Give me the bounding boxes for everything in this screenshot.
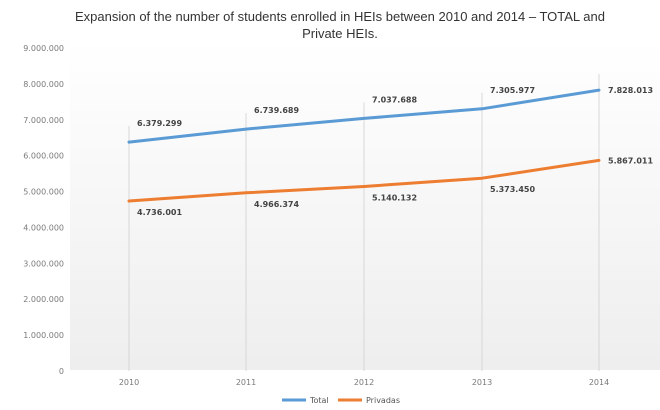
- series-line-privadas: [127, 158, 601, 203]
- data-label: 4.966.374: [254, 200, 299, 209]
- chart-title: Expansion of the number of students enro…: [75, 9, 605, 41]
- data-label: 6.739.689: [254, 106, 299, 115]
- y-tick-label: 4.000.000: [23, 223, 64, 232]
- y-tick-label: 0: [59, 367, 64, 376]
- legend-label-privadas: Privadas: [366, 396, 400, 405]
- y-tick-label: 2.000.000: [23, 295, 64, 304]
- data-label: 6.379.299: [137, 119, 182, 128]
- y-tick-label: 7.000.000: [23, 116, 64, 125]
- x-tick-label: 2011: [236, 378, 256, 387]
- y-tick-label: 6.000.000: [23, 152, 64, 161]
- y-tick-label: 5.000.000: [23, 188, 64, 197]
- y-tick-label: 8.000.000: [23, 80, 64, 89]
- y-tick-label: 1.000.000: [23, 331, 64, 340]
- data-label: 5.867.011: [608, 156, 653, 165]
- x-tick-label: 2010: [119, 378, 139, 387]
- data-label: 5.140.132: [372, 194, 417, 203]
- x-tick-label: 2012: [354, 378, 374, 387]
- legend-label-total: Total: [309, 396, 329, 405]
- data-label: 7.305.977: [490, 86, 535, 95]
- x-tick-label: 2013: [472, 378, 492, 387]
- plot-background: [70, 40, 660, 370]
- y-tick-label: 3.000.000: [23, 259, 64, 268]
- y-tick-label: 9.000.000: [23, 44, 64, 53]
- x-tick-label: 2014: [589, 378, 609, 387]
- data-label: 5.373.450: [490, 185, 535, 194]
- series-line-total: [127, 88, 601, 144]
- data-label: 7.037.688: [372, 95, 417, 104]
- data-label: 4.736.001: [137, 208, 182, 217]
- data-label: 7.828.013: [608, 86, 653, 95]
